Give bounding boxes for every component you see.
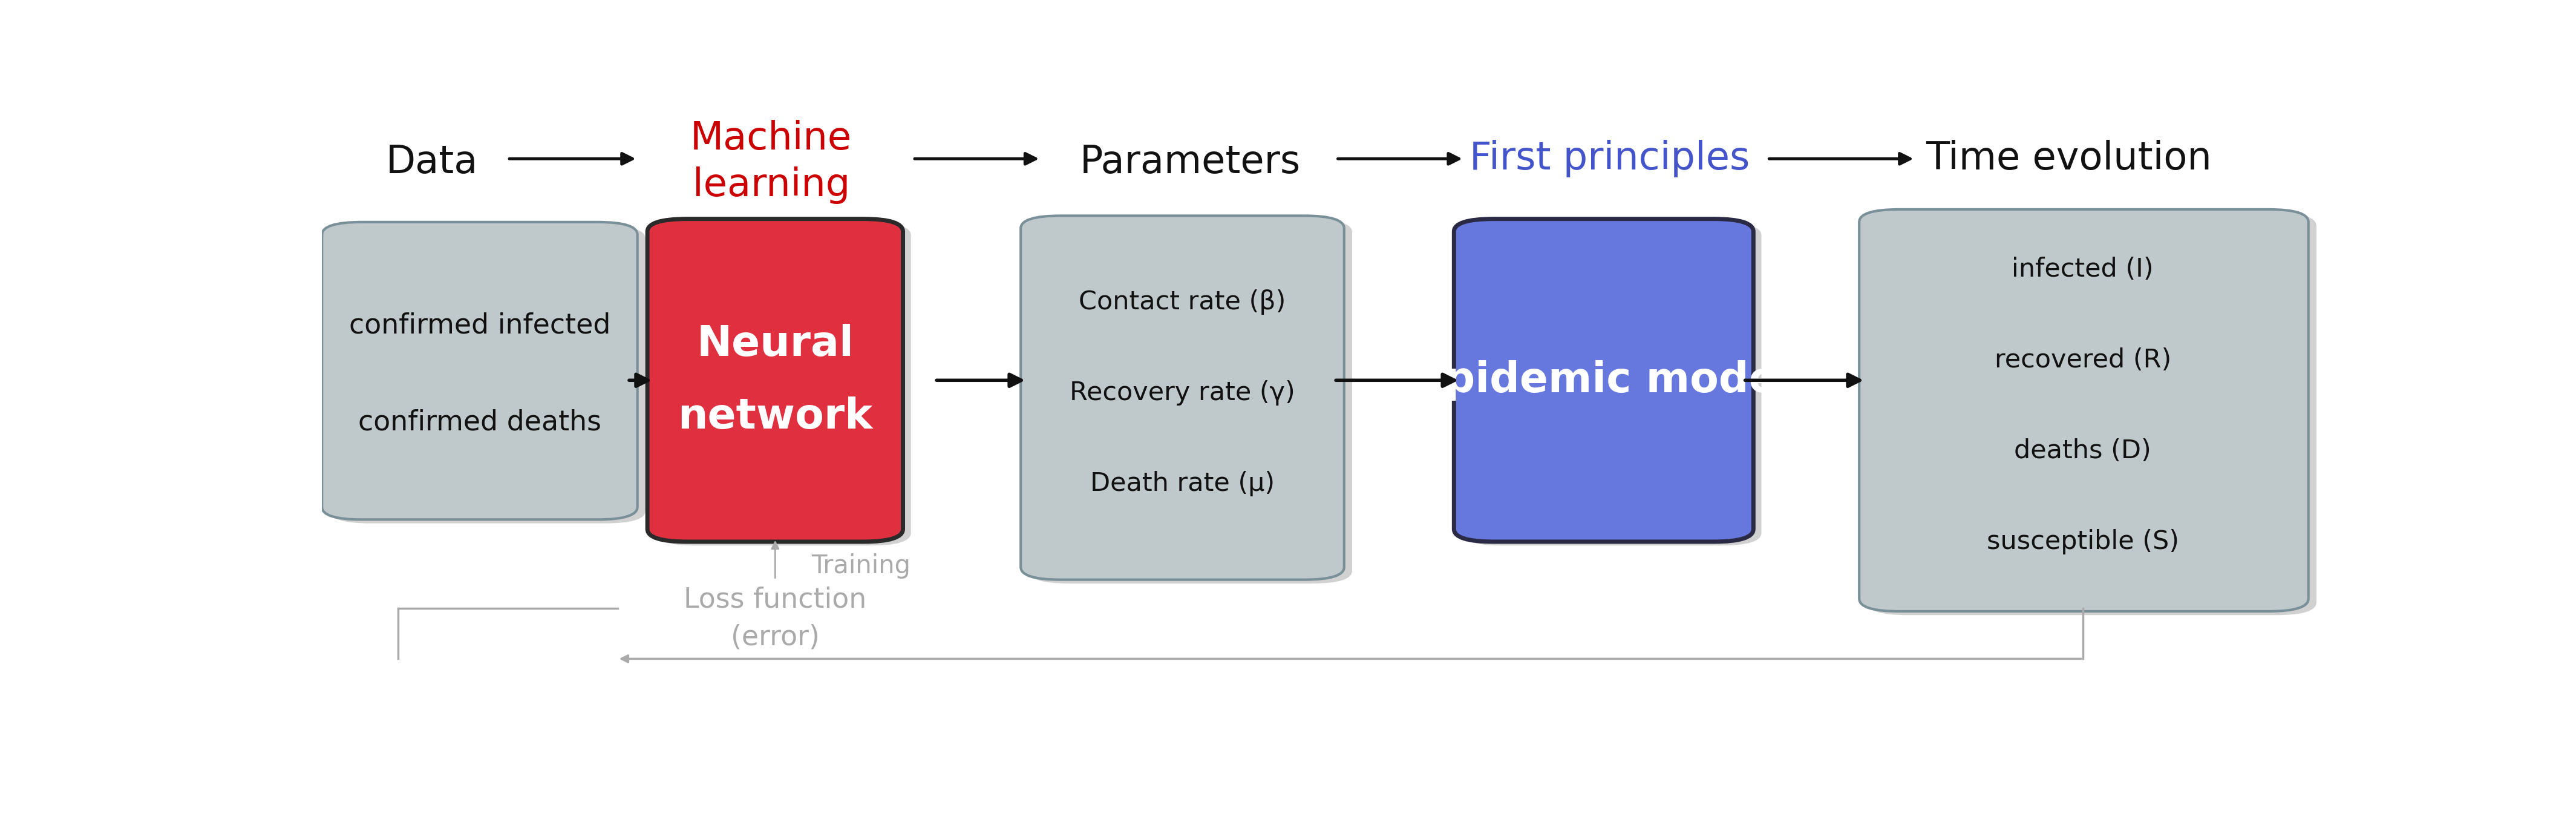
Text: infected (I)

recovered (R)

deaths (D)

susceptible (S): infected (I) recovered (R) deaths (D) su… bbox=[1986, 256, 2179, 555]
FancyBboxPatch shape bbox=[1860, 210, 2308, 612]
FancyBboxPatch shape bbox=[1020, 215, 1345, 580]
Text: Training: Training bbox=[811, 553, 909, 579]
FancyBboxPatch shape bbox=[1028, 219, 1352, 584]
Text: First principles: First principles bbox=[1468, 140, 1749, 178]
Text: Data: Data bbox=[386, 143, 479, 181]
FancyBboxPatch shape bbox=[1868, 213, 2316, 615]
Text: Contact rate (β)

Recovery rate (γ)

Death rate (μ): Contact rate (β) Recovery rate (γ) Death… bbox=[1069, 289, 1296, 496]
Text: Neural
network: Neural network bbox=[677, 324, 873, 437]
Text: Machine
learning: Machine learning bbox=[690, 120, 853, 204]
Text: confirmed infected

confirmed deaths: confirmed infected confirmed deaths bbox=[348, 312, 611, 436]
FancyBboxPatch shape bbox=[330, 226, 647, 524]
FancyBboxPatch shape bbox=[654, 223, 912, 546]
FancyBboxPatch shape bbox=[1463, 223, 1762, 546]
FancyBboxPatch shape bbox=[322, 222, 636, 520]
Text: Parameters: Parameters bbox=[1079, 143, 1301, 181]
FancyBboxPatch shape bbox=[647, 219, 904, 542]
Text: Time evolution: Time evolution bbox=[1927, 140, 2213, 178]
Text: Loss function
(error): Loss function (error) bbox=[683, 586, 866, 651]
FancyBboxPatch shape bbox=[1453, 219, 1754, 542]
Text: Epidemic model: Epidemic model bbox=[1417, 360, 1790, 400]
